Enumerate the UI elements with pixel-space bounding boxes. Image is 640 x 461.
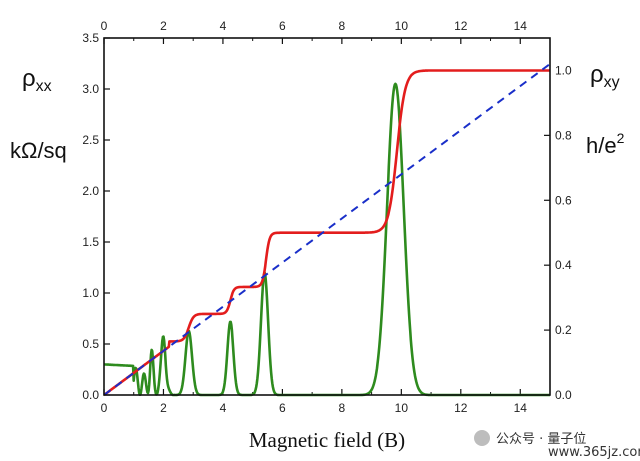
x-top-tick-label: 4 xyxy=(220,19,227,33)
right-axis-unit-sup: 2 xyxy=(617,130,625,146)
left-axis-rho-label: ρxx xyxy=(22,65,52,95)
x-axis-label: Magnetic field (B) xyxy=(249,428,405,452)
x-tick-label: 0 xyxy=(101,401,108,415)
series-line-0 xyxy=(103,82,551,397)
x-tick-label: 2 xyxy=(160,401,167,415)
x-tick-label: 12 xyxy=(454,401,468,415)
x-tick-label: 10 xyxy=(395,401,409,415)
right-axis-rho-label: ρxy xyxy=(590,61,620,91)
x-top-tick-label: 0 xyxy=(101,19,108,33)
series-line-1 xyxy=(103,69,551,397)
right-axis-symbol: ρ xyxy=(590,61,604,88)
tick-labels: 0 0 2 2 4 4 6 6 8 8 10 10 12 12 14 14 0.0 0.5 1.0 1.5 2.0 2.5… xyxy=(82,19,572,415)
left-y-tick-label: 3.0 xyxy=(82,82,99,96)
watermark-text: 公众号 · 量子位 xyxy=(496,432,586,447)
right-y-tick-label: 0.2 xyxy=(555,323,572,337)
series-line-2 xyxy=(103,63,551,396)
right-axis-unit-base: h/e xyxy=(586,133,617,158)
x-tick-label: 4 xyxy=(220,401,227,415)
x-top-tick-label: 2 xyxy=(160,19,167,33)
x-tick-label: 14 xyxy=(514,401,528,415)
left-y-tick-label: 1.0 xyxy=(82,286,99,300)
right-y-tick-label: 1.0 xyxy=(555,63,572,77)
x-top-tick-label: 12 xyxy=(454,19,468,33)
left-y-tick-label: 2.0 xyxy=(82,184,99,198)
x-top-tick-label: 14 xyxy=(514,19,528,33)
x-tick-label: 6 xyxy=(279,401,286,415)
left-y-tick-label: 0.5 xyxy=(82,337,99,351)
left-y-tick-label: 3.5 xyxy=(82,31,99,45)
right-axis-unit: h/e2 xyxy=(586,130,625,158)
right-y-tick-label: 0.0 xyxy=(555,388,572,402)
x-tick-label: 8 xyxy=(339,401,346,415)
right-axis-subscript: xy xyxy=(604,74,620,91)
x-top-tick-label: 8 xyxy=(339,19,346,33)
left-y-tick-label: 2.5 xyxy=(82,133,99,147)
right-y-tick-label: 0.6 xyxy=(555,193,572,207)
left-y-tick-label: 1.5 xyxy=(82,235,99,249)
plot-frame xyxy=(103,37,551,396)
right-y-tick-label: 0.4 xyxy=(555,258,572,272)
series-layer xyxy=(103,63,551,397)
wechat-icon xyxy=(474,430,490,446)
left-y-tick-label: 0.0 xyxy=(82,388,99,402)
left-axis-symbol: ρ xyxy=(22,65,36,92)
x-top-tick-label: 10 xyxy=(395,19,409,33)
watermark: 公众号 · 量子位 www.365jz.com xyxy=(474,430,640,460)
watermark-site: www.365jz.com xyxy=(548,445,640,460)
left-axis-unit: kΩ/sq xyxy=(10,138,67,163)
left-axis-subscript: xx xyxy=(36,78,52,95)
right-y-tick-label: 0.8 xyxy=(555,128,572,142)
x-top-tick-label: 6 xyxy=(279,19,286,33)
